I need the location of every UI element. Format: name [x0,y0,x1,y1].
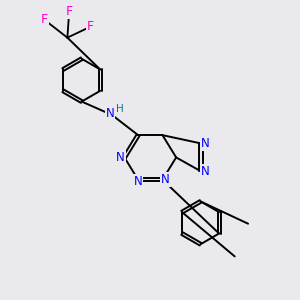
Text: H: H [116,104,124,114]
Text: N: N [201,137,210,150]
Text: N: N [161,173,170,186]
Text: N: N [116,151,125,164]
Text: N: N [201,165,210,178]
Text: N: N [106,107,115,120]
Text: F: F [66,5,73,18]
Text: F: F [41,13,48,26]
Text: N: N [134,175,142,188]
Text: F: F [87,20,94,33]
